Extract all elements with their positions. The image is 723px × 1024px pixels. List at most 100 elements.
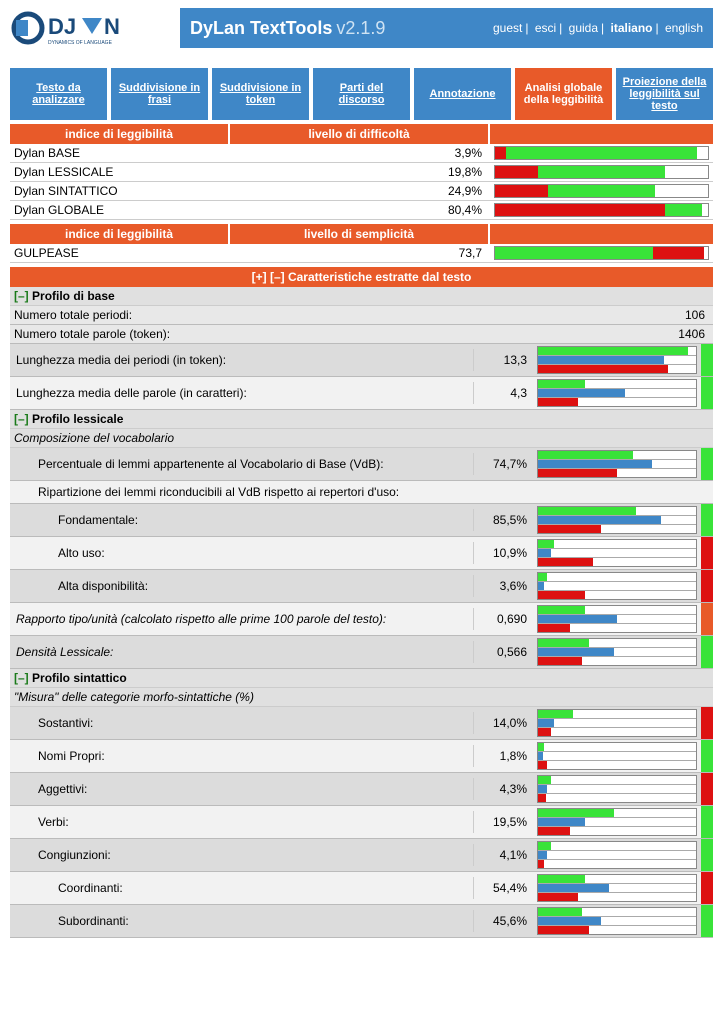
metric-row: Subordinanti:45,6% (10, 905, 713, 938)
index-name: Dylan LESSICALE (10, 163, 230, 181)
comparison-chart (537, 709, 697, 737)
nav-italiano[interactable]: italiano (610, 21, 652, 35)
lexical-profile-header: [–] Profilo lessicale (10, 410, 713, 429)
metric-label: Alta disponibilità: (10, 575, 473, 597)
collapse-all-icon[interactable]: [–] (270, 270, 285, 284)
collapse-icon[interactable]: [–] (14, 412, 29, 426)
characteristics-section: [+] [–] Caratteristiche estratte dal tes… (10, 267, 713, 938)
metric-value: 4,3% (473, 778, 533, 800)
difficulty-bar (494, 246, 709, 260)
comparison-chart (537, 346, 697, 374)
header: DJ N DYNAMICS OF LANGUAGE DyLan TextTool… (0, 0, 723, 54)
difficulty-header: indice di leggibilità livello di diffico… (10, 124, 713, 144)
metric-value: 10,9% (473, 542, 533, 564)
nav-guida[interactable]: guida (569, 21, 598, 35)
characteristics-header: [+] [–] Caratteristiche estratte dal tes… (10, 267, 713, 287)
metric-value: 14,0% (473, 712, 533, 734)
metric-row: Percentuale di lemmi appartenente al Voc… (10, 448, 713, 481)
status-indicator (701, 377, 713, 409)
nav-english[interactable]: english (665, 21, 703, 35)
metric-label: Sostantivi: (10, 712, 473, 734)
metric-label: Verbi: (10, 811, 473, 833)
metric-value: 74,7% (473, 453, 533, 475)
title-bar: DyLan TextTools v2.1.9 guest| esci| guid… (180, 8, 713, 48)
metric-value: 1,8% (473, 745, 533, 767)
metric-value: 0,690 (473, 608, 533, 630)
simplicity-header: indice di leggibilità livello di semplic… (10, 224, 713, 244)
tab-t1[interactable]: Testo da analizzare (10, 68, 107, 120)
syntactic-profile-title: Profilo sintattico (32, 671, 127, 685)
metric-row: Rapporto tipo/unità (calcolato rispetto … (10, 603, 713, 636)
metric-value: 45,6% (473, 910, 533, 932)
collapse-icon[interactable]: [–] (14, 671, 29, 685)
index-value: 80,4% (230, 201, 490, 219)
metric-row: Aggettivi:4,3% (10, 773, 713, 806)
metric-label: Ripartizione dei lemmi riconducibili al … (10, 481, 713, 503)
tabs: Testo da analizzareSuddivisione in frasi… (0, 54, 723, 120)
metric-label: Alto uso: (10, 542, 473, 564)
status-indicator (701, 905, 713, 937)
comparison-chart (537, 605, 697, 633)
index-name: Dylan GLOBALE (10, 201, 230, 219)
expand-all-icon[interactable]: [+] (252, 270, 267, 284)
metric-label: Densità Lessicale: (10, 641, 473, 663)
status-indicator (701, 773, 713, 805)
comparison-chart (537, 379, 697, 407)
difficulty-bar (494, 184, 709, 198)
collapse-icon[interactable]: [–] (14, 289, 29, 303)
metric-value: 19,5% (473, 811, 533, 833)
nav-esci[interactable]: esci (535, 21, 556, 35)
comparison-chart (537, 874, 697, 902)
metric-value: 85,5% (473, 509, 533, 531)
comparison-chart (537, 742, 697, 770)
difficulty-bar (494, 146, 709, 160)
metric-row: Fondamentale:85,5% (10, 504, 713, 537)
metric-label: Numero totale parole (token): (10, 325, 485, 343)
metric-value: 4,3 (473, 382, 533, 404)
tab-t4[interactable]: Parti del discorso (313, 68, 410, 120)
index-value: 3,9% (230, 144, 490, 162)
status-indicator (701, 504, 713, 536)
tab-t6[interactable]: Analisi globale della leggibilità (515, 68, 612, 120)
comparison-chart (537, 808, 697, 836)
metric-row: Lunghezza media delle parole (in caratte… (10, 377, 713, 410)
metric-row: Nomi Propri:1,8% (10, 740, 713, 773)
metric-row: Numero totale parole (token): 1406 (10, 325, 713, 344)
syntactic-profile-header: [–] Profilo sintattico (10, 669, 713, 688)
metric-row: Ripartizione dei lemmi riconducibili al … (10, 481, 713, 504)
metric-label: Lunghezza media dei periodi (in token): (10, 349, 473, 371)
metric-row: Coordinanti:54,4% (10, 872, 713, 905)
metric-row: Congiunzioni:4,1% (10, 839, 713, 872)
tab-t5[interactable]: Annotazione (414, 68, 511, 120)
index-row: Dylan LESSICALE 19,8% (10, 163, 713, 182)
nav-guest[interactable]: guest (493, 21, 522, 35)
difficulty-section: indice di leggibilità livello di diffico… (10, 124, 713, 220)
metric-row: Sostantivi:14,0% (10, 707, 713, 740)
logo: DJ N DYNAMICS OF LANGUAGE (10, 6, 180, 50)
tab-t7[interactable]: Proiezione della leggibilità sul testo (616, 68, 713, 120)
svg-text:DJ: DJ (48, 14, 76, 39)
metric-row: Numero totale periodi: 106 (10, 306, 713, 325)
index-name: Dylan SINTATTICO (10, 182, 230, 200)
status-indicator (701, 448, 713, 480)
tab-t3[interactable]: Suddivisione in token (212, 68, 309, 120)
comparison-chart (537, 539, 697, 567)
status-indicator (701, 707, 713, 739)
index-row: Dylan BASE 3,9% (10, 144, 713, 163)
base-profile-header: [–] Profilo di base (10, 287, 713, 306)
metric-row: Alto uso:10,9% (10, 537, 713, 570)
status-indicator (701, 872, 713, 904)
lexical-subheader: Composizione del vocabolario (10, 429, 713, 448)
svg-text:N: N (104, 14, 120, 39)
metric-value: 4,1% (473, 844, 533, 866)
comparison-chart (537, 775, 697, 803)
simplicity-section: indice di leggibilità livello di semplic… (10, 224, 713, 263)
tab-t2[interactable]: Suddivisione in frasi (111, 68, 208, 120)
metric-value: 3,6% (473, 575, 533, 597)
comparison-chart (537, 841, 697, 869)
index-value: 73,7 (230, 244, 490, 262)
svg-text:DYNAMICS OF LANGUAGE: DYNAMICS OF LANGUAGE (48, 40, 113, 46)
metric-row: Densità Lessicale:0,566 (10, 636, 713, 669)
app-name: DyLan TextTools (190, 18, 332, 39)
syntactic-subheader: "Misura" delle categorie morfo-sintattic… (10, 688, 713, 707)
